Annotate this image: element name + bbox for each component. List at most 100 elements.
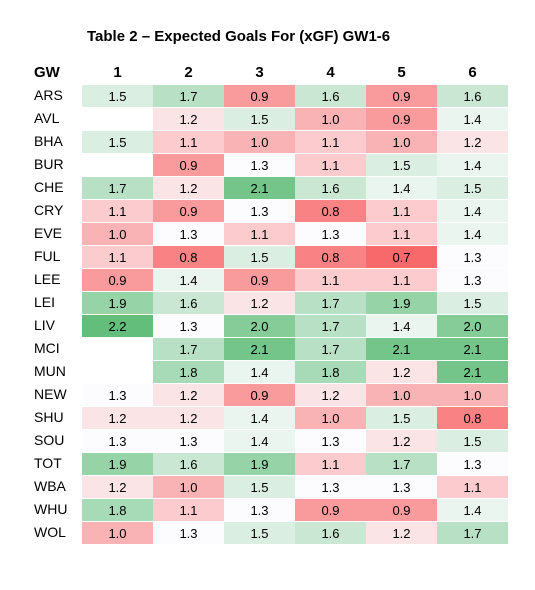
table-row-whu: WHU 1.8 1.1 1.3 0.9 0.9 1.4 (28, 498, 508, 521)
xgf-cell: 1.8 (153, 360, 224, 383)
table-row-eve: EVE 1.0 1.3 1.1 1.3 1.1 1.4 (28, 222, 508, 245)
xgf-cell: 1.6 (153, 291, 224, 314)
team-label: BUR (34, 156, 64, 172)
table-row-tot: TOT 1.9 1.6 1.9 1.1 1.7 1.3 (28, 452, 508, 475)
xgf-cell: 1.1 (366, 268, 437, 291)
team-label: EVE (34, 225, 63, 241)
xgf-cell: 0.7 (366, 245, 437, 268)
table-row-lei: LEI 1.9 1.6 1.2 1.7 1.9 1.5 (28, 291, 508, 314)
xgf-cell: 2.1 (224, 176, 295, 199)
xgf-cell (82, 360, 153, 383)
xgf-cell: 1.7 (437, 521, 508, 544)
xgf-cell: 1.1 (224, 222, 295, 245)
xgf-cell: 2.2 (82, 314, 153, 337)
xgf-cell: 1.4 (437, 498, 508, 521)
table-row-mci: MCI 1.7 2.1 1.7 2.1 2.1 (28, 337, 508, 360)
team-label: MCI (34, 340, 60, 356)
xgf-cell: 2.0 (437, 314, 508, 337)
xgf-cell: 1.0 (153, 475, 224, 498)
xgf-cell: 1.3 (153, 429, 224, 452)
xgf-cell: 2.1 (224, 337, 295, 360)
xgf-cell: 1.5 (224, 521, 295, 544)
xgf-cell: 1.6 (295, 84, 366, 107)
xgf-cell: 1.7 (295, 314, 366, 337)
team-label: TOT (34, 455, 62, 471)
xgf-cell: 0.9 (153, 153, 224, 176)
header-gw-6: 6 (468, 64, 477, 81)
xgf-cell (82, 107, 153, 130)
xgf-cell: 1.2 (82, 475, 153, 498)
xgf-cell: 1.0 (82, 222, 153, 245)
xgf-cell: 1.5 (82, 130, 153, 153)
header-gw-1: 1 (113, 64, 122, 81)
xgf-cell: 1.3 (224, 153, 295, 176)
xgf-cell: 0.9 (224, 84, 295, 107)
xgf-cell: 1.2 (153, 107, 224, 130)
xgf-cell: 1.2 (437, 130, 508, 153)
xgf-cell: 1.2 (224, 291, 295, 314)
xgf-cell: 1.5 (437, 291, 508, 314)
xgf-cell: 2.1 (437, 360, 508, 383)
table-row-ful: FUL 1.1 0.8 1.5 0.8 0.7 1.3 (28, 245, 508, 268)
xgf-cell: 1.3 (366, 475, 437, 498)
xgf-cell: 1.1 (153, 130, 224, 153)
xgf-cell: 1.1 (295, 268, 366, 291)
xgf-cell: 1.5 (224, 245, 295, 268)
xgf-cell: 1.3 (153, 314, 224, 337)
team-label: SHU (34, 409, 64, 425)
xgf-cell: 1.9 (82, 291, 153, 314)
team-label: BHA (34, 133, 63, 149)
xgf-cell: 1.6 (295, 176, 366, 199)
xgf-cell: 1.7 (295, 291, 366, 314)
header-gw-3: 3 (255, 64, 264, 81)
team-label: CRY (34, 202, 64, 218)
xgf-cell: 1.2 (366, 429, 437, 452)
xgf-cell: 1.2 (153, 406, 224, 429)
table-row-avl: AVL 1.2 1.5 1.0 0.9 1.4 (28, 107, 508, 130)
xgf-cell: 1.7 (153, 84, 224, 107)
header-gw-4: 4 (326, 64, 335, 81)
xgf-cell: 1.5 (437, 429, 508, 452)
xgf-cell: 0.9 (82, 268, 153, 291)
xgf-heatmap-table: GW 1 2 3 4 5 6 ARS 1.5 1.7 0.9 1.6 0.9 1.6 AVL 1… (28, 62, 508, 544)
xgf-cell: 1.3 (224, 199, 295, 222)
xgf-cell: 1.4 (437, 199, 508, 222)
xgf-cell: 1.3 (295, 222, 366, 245)
xgf-cell: 1.2 (295, 383, 366, 406)
table-row-wba: WBA 1.2 1.0 1.5 1.3 1.3 1.1 (28, 475, 508, 498)
xgf-cell: 1.1 (82, 199, 153, 222)
xgf-cell: 0.8 (437, 406, 508, 429)
xgf-cell: 1.2 (153, 176, 224, 199)
header-gw-5: 5 (397, 64, 406, 81)
xgf-cell: 1.1 (153, 498, 224, 521)
xgf-cell: 2.1 (366, 337, 437, 360)
team-label: WHU (34, 501, 68, 517)
xgf-cell: 1.7 (295, 337, 366, 360)
xgf-cell: 1.3 (82, 383, 153, 406)
xgf-cell: 1.6 (437, 84, 508, 107)
xgf-cell: 1.6 (153, 452, 224, 475)
xgf-cell: 1.1 (366, 199, 437, 222)
xgf-cell: 1.5 (224, 475, 295, 498)
team-label: SOU (34, 432, 65, 448)
table-row-wol: WOL 1.0 1.3 1.5 1.6 1.2 1.7 (28, 521, 508, 544)
xgf-cell: 0.9 (224, 268, 295, 291)
xgf-cell: 1.3 (437, 452, 508, 475)
xgf-cell: 1.2 (82, 406, 153, 429)
header-gw-label: GW (34, 64, 60, 81)
xgf-cell: 1.1 (82, 245, 153, 268)
xgf-cell: 1.0 (82, 521, 153, 544)
xgf-cell: 0.8 (153, 245, 224, 268)
xgf-cell: 1.5 (366, 406, 437, 429)
xgf-cell: 1.0 (295, 107, 366, 130)
xgf-cell: 1.0 (295, 406, 366, 429)
table-row-ars: ARS 1.5 1.7 0.9 1.6 0.9 1.6 (28, 84, 508, 107)
team-label: AVL (34, 110, 60, 126)
xgf-cell: 1.4 (224, 360, 295, 383)
xgf-cell: 1.3 (153, 222, 224, 245)
xgf-cell: 1.4 (437, 153, 508, 176)
table-row-che: CHE 1.7 1.2 2.1 1.6 1.4 1.5 (28, 176, 508, 199)
table-row-new: NEW 1.3 1.2 0.9 1.2 1.0 1.0 (28, 383, 508, 406)
xgf-cell: 1.3 (437, 268, 508, 291)
xgf-cell: 0.9 (366, 84, 437, 107)
